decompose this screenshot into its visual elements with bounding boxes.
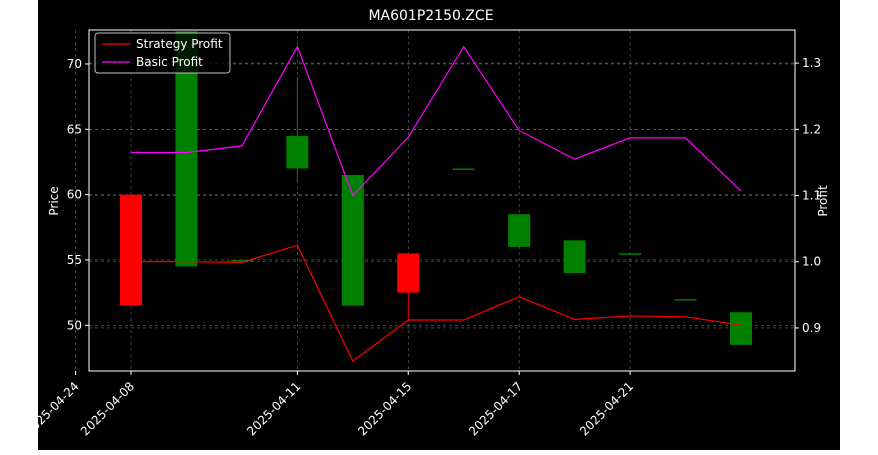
candle-body: [120, 194, 142, 306]
y2-tick-label: 1.1: [802, 189, 821, 203]
y-axis-label: Price: [47, 186, 61, 215]
candle-body: [397, 253, 420, 293]
legend-label-strategy-profit: Strategy Profit: [136, 37, 223, 51]
y2-tick-label: 1.2: [802, 122, 821, 136]
profit-lines: [131, 45, 742, 363]
y-tick-label: 60: [67, 188, 82, 202]
x-tick-label: 2025-04-17: [466, 379, 525, 438]
legend: Strategy Profit Basic Profit: [94, 32, 231, 74]
y2-tick-label: 0.9: [802, 321, 821, 335]
chart-figure: MA601P2150.ZCE 50 55 60 65 70 0.9 1.0 1.1 1.2 1.…: [22, 0, 840, 450]
y2-tick-label: 1.3: [802, 56, 821, 70]
candle-body: [175, 31, 198, 267]
x-tick-label: 2025-04-15: [355, 379, 414, 438]
candle-body: [286, 135, 309, 169]
y-tick-label: 65: [67, 122, 82, 136]
x-tick-label: 2025-04-24: [38, 379, 82, 438]
y-tick-label: 55: [67, 253, 82, 267]
y2-axis-label: Profit: [816, 185, 830, 217]
candle-body: [508, 214, 531, 247]
grid: [75, 30, 795, 371]
candlestick-chart: MA601P2150.ZCE 50 55 60 65 70 0.9 1.0 1.1 1.2 1.…: [22, 8, 830, 438]
y-axis-right: 0.9 1.0 1.1 1.2 1.3: [795, 56, 821, 335]
y-axis-left: 50 55 60 65 70: [67, 57, 89, 332]
chart-title: MA601P2150.ZCE: [368, 8, 493, 24]
legend-box: [94, 32, 231, 74]
y-tick-label: 50: [67, 318, 82, 332]
y2-tick-label: 1.0: [802, 255, 821, 269]
candle-body: [452, 168, 475, 170]
x-tick-label: 2025-04-11: [244, 379, 303, 438]
candle-body: [674, 299, 697, 301]
x-axis: 2025-04-08 2025-04-11 2025-04-15 2025-04-17…: [22, 371, 636, 438]
legend-label-basic-profit: Basic Profit: [136, 55, 203, 69]
candle-body: [563, 240, 586, 274]
candles: [120, 31, 752, 345]
strategy-profit-line: [131, 244, 742, 363]
candle-body: [619, 253, 642, 255]
x-tick-label: 2025-04-21: [577, 379, 636, 438]
candle-body: [230, 259, 253, 262]
candle-body: [730, 312, 752, 345]
x-tick-label: 2025-04-08: [78, 379, 137, 438]
basic-profit-line: [131, 45, 742, 197]
y-tick-label: 70: [67, 57, 82, 71]
plot-frame: [88, 29, 796, 372]
candle-body: [341, 175, 364, 306]
